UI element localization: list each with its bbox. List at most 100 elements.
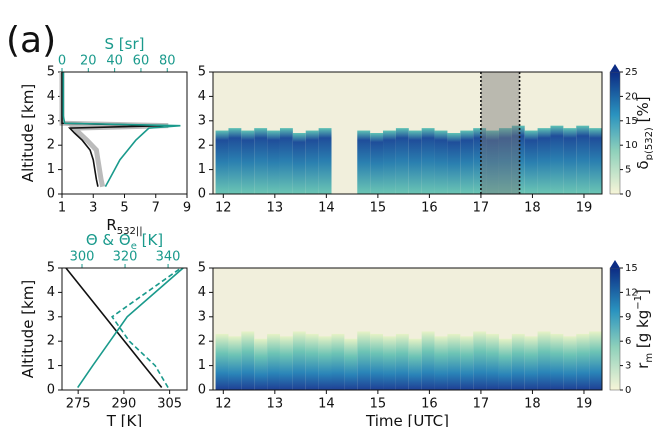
x-tick-label: 18 [524, 201, 541, 216]
curtain-column [447, 133, 461, 194]
x2-tick-label: 0 [58, 54, 66, 69]
y-tick-label: 4 [198, 285, 206, 300]
colorbar-tick-label: 20 [625, 91, 638, 102]
colorbar-tick-label: 5 [625, 165, 631, 176]
curtain-column [421, 128, 435, 194]
x-axis-label-part: R [106, 216, 116, 234]
x-tick-label: 15 [370, 201, 387, 216]
x-tick-label: 13 [267, 201, 284, 216]
curtain-column [486, 333, 499, 390]
curtain-column [395, 333, 409, 390]
y-tick-label: 1 [198, 358, 206, 373]
curtain-column [395, 128, 409, 194]
curtain-column [421, 331, 435, 390]
y-tick-label: 2 [47, 334, 55, 349]
colorbar-extend [610, 260, 620, 268]
curtain-column [589, 331, 602, 390]
y-tick-label: 5 [198, 261, 206, 276]
curtain-column [434, 130, 448, 194]
x-tick-label: 3 [89, 201, 97, 216]
colorbar-label: δp(532) [%] [634, 96, 653, 169]
highlight-box [480, 72, 520, 194]
x-axis-label: R532|| [106, 216, 142, 237]
curtain-column [550, 333, 564, 390]
colorbar-tick-label: 9 [625, 312, 631, 323]
y-tick-label: 2 [198, 138, 206, 153]
curtain-column [576, 333, 590, 390]
curtain-column [511, 125, 525, 194]
x-tick-label: 9 [183, 201, 191, 216]
curtain-column [434, 336, 448, 390]
colorbar [609, 71, 621, 195]
colorbar-tick-label: 6 [625, 336, 631, 347]
x-tick-label: 12 [215, 397, 232, 412]
x-axis-label-part: 532|| [117, 226, 143, 237]
curtain-column [383, 130, 396, 194]
x2-tick-label: 40 [106, 54, 123, 69]
curtain-column [498, 338, 512, 390]
x-axis-label-part: Time [UTC] [365, 412, 449, 427]
curtain-column [279, 336, 293, 390]
x2-axis-label-part: S [sr] [105, 35, 145, 53]
colorbar [609, 267, 621, 391]
x-tick-label: 18 [524, 397, 541, 412]
curtain-column [473, 331, 487, 390]
curtain-column [357, 331, 371, 390]
curtain-column [241, 130, 255, 194]
curtain-column [498, 128, 512, 194]
colorbar-tick-label: 3 [625, 361, 631, 372]
y-tick-label: 1 [47, 162, 55, 177]
y-tick-label: 1 [47, 358, 55, 373]
y-tick-label: 5 [47, 261, 55, 276]
x2-axis-label-part: Θ & Θ [86, 231, 131, 249]
curtain-column [305, 130, 319, 194]
curtain-column [589, 128, 602, 194]
colorbar-tick-label: 0 [625, 385, 631, 396]
x2-tick-label: 20 [80, 54, 97, 69]
curtain-column [524, 336, 538, 390]
curtain-column [408, 338, 422, 390]
y-tick-label: 3 [47, 113, 55, 128]
curtain-column [292, 133, 306, 194]
x-axis-label-part: T [K] [106, 412, 142, 427]
y-axis-label: Altitude [km] [19, 84, 37, 182]
x-tick-label: 17 [473, 201, 490, 216]
x-axis-label: Time [UTC] [365, 412, 449, 427]
y-axis-label-part: Altitude [km] [19, 280, 37, 378]
curtain-column [305, 333, 319, 390]
curtain-column [486, 130, 499, 194]
x2-axis-label: Θ & Θe [K] [86, 231, 163, 252]
curtain-column [215, 333, 229, 390]
colorbar-label-part: r [634, 362, 652, 369]
panel-label: (a) [6, 20, 56, 61]
y-axis-label-part: Altitude [km] [19, 84, 37, 182]
y-tick-label: 0 [198, 383, 206, 398]
x-tick-label: 290 [111, 397, 136, 412]
curtain-column [318, 336, 332, 390]
x-tick-label: 19 [576, 201, 593, 216]
x-tick-label: 17 [473, 397, 490, 412]
curtain-column [357, 130, 371, 194]
curtain-column [511, 333, 525, 390]
colorbar-extend [610, 64, 620, 72]
curtain-column [292, 331, 306, 390]
colorbar-label-part: p(532) [644, 127, 653, 160]
y-tick-label: 3 [198, 309, 206, 324]
curtain-column [215, 130, 229, 194]
y-tick-label: 0 [47, 383, 55, 398]
curtain-column [254, 128, 268, 194]
y-tick-label: 5 [47, 65, 55, 80]
x-tick-label: 5 [120, 201, 128, 216]
curtain-column [576, 125, 590, 194]
x-tick-label: 14 [318, 201, 335, 216]
profile-line [111, 267, 182, 388]
colorbar-label: rm [g kg−1] [633, 289, 653, 369]
x-tick-label: 1 [58, 201, 66, 216]
y-tick-label: 5 [198, 65, 206, 80]
curtain-column [383, 336, 396, 390]
y-tick-label: 4 [198, 89, 206, 104]
colorbar-label-part: δ [634, 160, 652, 169]
curtain-column [241, 331, 255, 390]
x-tick-label: 19 [576, 397, 593, 412]
